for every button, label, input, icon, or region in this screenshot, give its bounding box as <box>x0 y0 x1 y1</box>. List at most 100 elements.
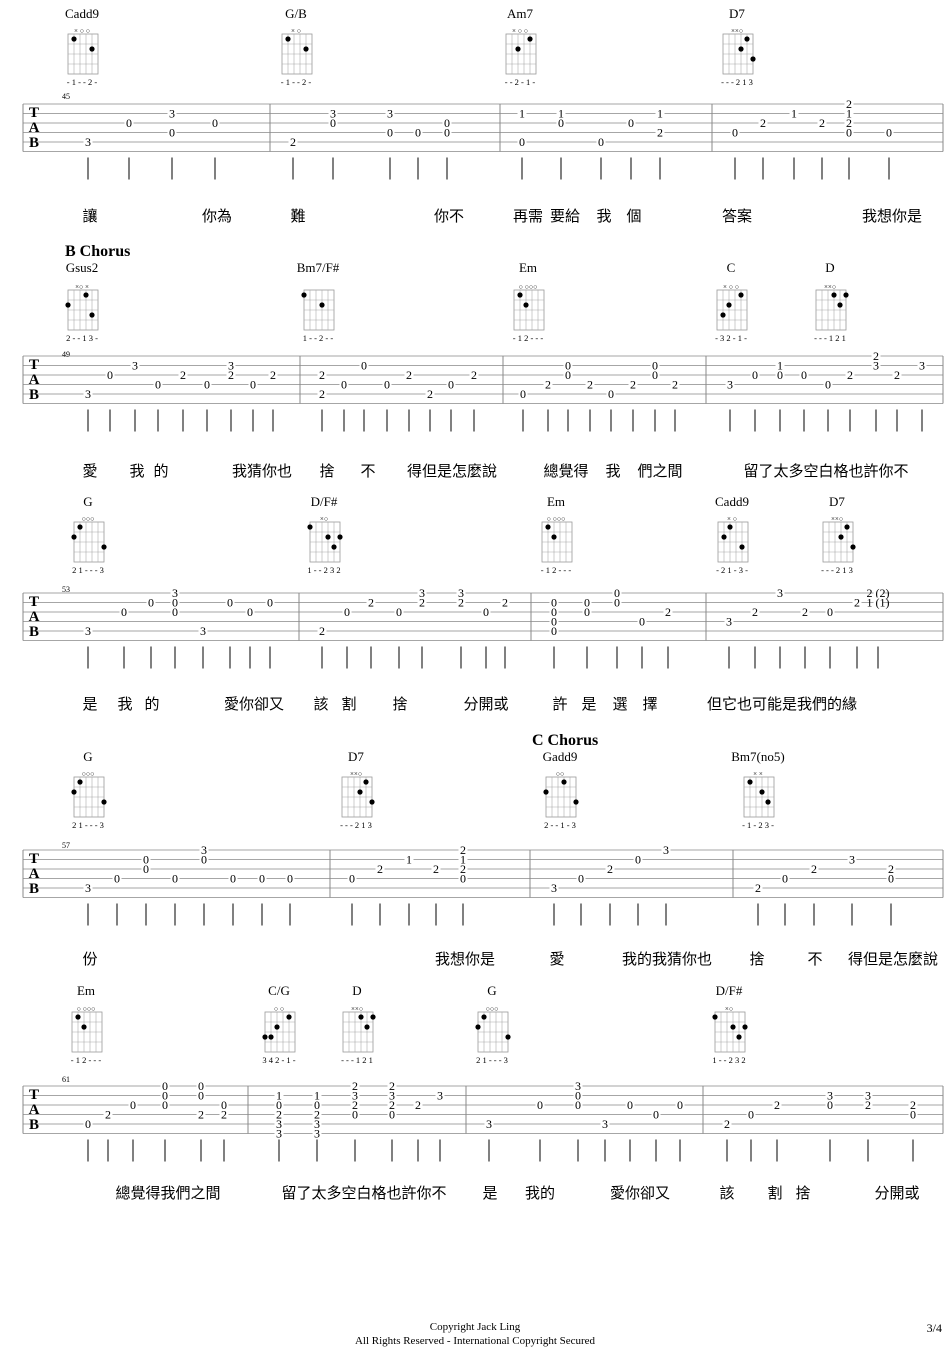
chord-diagram: D/F# ×○ 1 - - 2 3 2 <box>307 494 343 575</box>
tab-note-number: 0 <box>628 116 634 130</box>
tab-note-bg <box>543 379 553 390</box>
tab-note-number: 2 <box>290 135 296 149</box>
tab-note-bg <box>83 389 93 399</box>
chord-fingering: 3 4 2 - 1 - <box>262 1055 295 1065</box>
tab-note-number: 2 <box>276 1108 282 1122</box>
tab-note-number: 2 <box>319 624 325 638</box>
chord-finger-dot <box>551 534 557 540</box>
tab-note-bg <box>863 1100 873 1110</box>
tab-note-number: 2 <box>755 881 761 895</box>
tab-note-number: 1 <box>791 107 797 121</box>
tab-note-number: 0 <box>227 596 233 610</box>
tab-note-bg <box>670 379 680 390</box>
tab-note-number: 0 <box>578 872 584 886</box>
tab-note-bg <box>908 1109 918 1120</box>
tab-note-number: 3 <box>575 1079 581 1093</box>
chord-finger-dot <box>71 534 77 540</box>
tab-note-number: 0 <box>201 853 207 867</box>
lyric-word: 但它也可能是我們的緣 <box>707 695 857 713</box>
tab-note-number: 2 <box>910 1098 916 1112</box>
tab-note-bg <box>83 626 93 636</box>
tab-note-bg <box>387 1081 397 1091</box>
tab-note-bg <box>458 864 468 874</box>
tab-note-bg <box>863 1090 873 1101</box>
tab-note-bg <box>170 607 180 617</box>
tab-note-number: 0 <box>247 605 253 619</box>
lyric-word: 你不 <box>434 208 464 225</box>
chord-finger-dot <box>65 302 71 308</box>
tab-note-number: 3 <box>602 1117 608 1131</box>
tab-note-bg <box>886 864 896 874</box>
tab-note-bg <box>328 108 338 119</box>
tab-note-bg <box>339 379 349 390</box>
tab-note-number: 3 <box>352 1089 358 1103</box>
tab-note-number: 2 <box>760 116 766 130</box>
chord-open-string-marks: ○ ○○○ <box>519 283 538 291</box>
chord-fingering: 1 - - 2 - - <box>303 333 334 343</box>
chord-diagram: C/G ○ ○ 3 4 2 - 1 - <box>262 983 295 1065</box>
measure-number: 53 <box>62 585 70 594</box>
lyric-word: 我的我猜你也 <box>622 951 712 968</box>
tab-note-number: 0 <box>677 1098 683 1112</box>
tab-note-number: 2 <box>406 368 412 382</box>
lyric-word: 你為 <box>202 208 232 225</box>
chord-open-string-marks: ○○○ <box>486 1005 499 1013</box>
tab-note-number: 3 <box>85 881 91 895</box>
tab-note-bg <box>563 370 573 380</box>
tab-note-number: 2 <box>314 1108 320 1122</box>
tab-note-bg <box>628 379 638 390</box>
tab-note-bg <box>780 873 790 884</box>
tab-note-bg <box>844 127 854 138</box>
tab-note-bg <box>809 864 819 874</box>
chord-open-string-marks: ○ ○ <box>274 1005 284 1013</box>
tab-note-bg <box>844 99 854 109</box>
tab-note-bg <box>328 118 338 128</box>
chord-finger-dot <box>739 544 745 550</box>
tab-note-bg <box>873 588 883 598</box>
lyric-word: 愛你卻又 <box>224 696 284 713</box>
tab-note-bg <box>431 864 441 874</box>
lyric-word: 捨 <box>392 695 407 713</box>
tab-note-number: 0 <box>846 126 852 140</box>
tab-note-number: 0 <box>384 378 390 392</box>
tab-note-bg <box>724 616 734 627</box>
tab-note-bg <box>196 1090 206 1101</box>
chord-diagram: D7 ××○ - - - 2 1 3 <box>821 494 856 575</box>
tab-clef-letter: B <box>29 624 39 640</box>
tab-note-bg <box>417 597 427 608</box>
chord-diagram: Em ○ ○○○ - 1 2 - - - <box>541 494 573 575</box>
tab-note-number: 2 <box>502 596 508 610</box>
chord-name: Cadd9 <box>715 494 749 509</box>
tab-note-bg <box>413 127 423 138</box>
chord-finger-dot <box>357 789 363 795</box>
tab-note-number: 3 <box>827 1089 833 1103</box>
tab-note-number: 3 <box>777 586 783 600</box>
lyric-word: 留了太多空白格也許你不 <box>281 1185 446 1202</box>
tab-note-bg <box>350 1100 360 1110</box>
tab-note-bg <box>210 118 220 128</box>
chord-fingering: 2 1 - - - 3 <box>476 1055 508 1065</box>
tab-note-bg <box>456 597 466 608</box>
tab-note-bg <box>917 360 927 371</box>
chord-finger-dot <box>481 1014 487 1020</box>
chord-finger-dot <box>738 46 744 52</box>
tab-note-number: 3 <box>172 586 178 600</box>
tab-note-number: 0 <box>551 624 557 638</box>
tab-note-bg <box>775 370 785 380</box>
tab-note-bg <box>612 588 622 598</box>
chord-name: Em <box>519 260 537 275</box>
tab-note-number: 0 <box>172 596 178 610</box>
chord-diagram: Cadd9 × ○ - 2 1 - 3 - <box>715 494 749 575</box>
tab-note-number: 3 <box>314 1127 320 1141</box>
tab-note-number: 0 <box>652 359 658 373</box>
tab-note-number: 0 <box>653 1108 659 1122</box>
tab-note-bg <box>722 1119 732 1129</box>
chord-diagram: G ○○○ 2 1 - - - 3 <box>71 494 107 575</box>
tab-note-number: 0 <box>614 586 620 600</box>
chord-finger-dot <box>720 312 726 318</box>
tab-note-bg <box>170 597 180 608</box>
tab-note-bg <box>585 379 595 390</box>
tab-note-bg <box>170 588 180 598</box>
tab-note-number: 3 <box>726 615 732 629</box>
